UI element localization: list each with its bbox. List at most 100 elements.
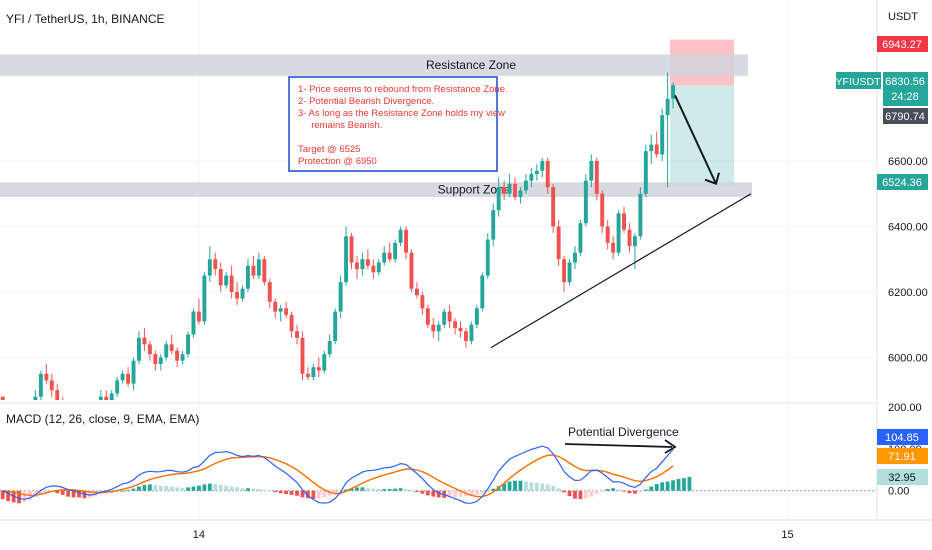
close-price-tag: 6790.74	[883, 108, 928, 124]
candle-body	[518, 190, 523, 197]
histogram-bar	[38, 490, 43, 495]
histogram-bar	[562, 490, 566, 493]
candle-body	[398, 229, 403, 243]
time-tick-label: 15	[781, 529, 793, 541]
histogram-bar	[583, 490, 588, 499]
histogram-bar	[120, 490, 125, 492]
histogram-bar	[627, 490, 632, 494]
histogram-bar	[507, 481, 512, 491]
histogram-bar	[518, 480, 523, 491]
chart-title: YFI / TetherUS, 1h, BINANCE	[6, 12, 165, 26]
candle-body	[442, 311, 447, 325]
histogram-bar	[436, 490, 441, 498]
candle-body	[376, 262, 381, 273]
symbol-price-tag: YFIUSDT 6830.56 24:28	[836, 72, 928, 106]
histogram-bar	[197, 485, 201, 491]
candle-body	[632, 236, 637, 247]
candle-body	[126, 373, 131, 384]
candle-body	[545, 160, 550, 188]
histogram-bar	[44, 490, 49, 493]
histogram-bar	[404, 489, 408, 491]
candle-body	[665, 98, 670, 116]
candle-body	[267, 282, 272, 302]
candle-body	[115, 380, 120, 394]
candle-body	[131, 360, 136, 384]
candle-body	[649, 144, 654, 152]
candle-body	[523, 180, 528, 191]
note-line: 3- As long as the Resistance Zone holds …	[298, 108, 505, 119]
candle-body	[289, 314, 294, 332]
histogram-bar	[360, 487, 365, 491]
candle-body	[333, 311, 338, 342]
histogram-bar	[131, 488, 136, 491]
analysis-note[interactable]: 1- Price seems to rebound from Resistanc…	[288, 76, 508, 172]
histogram-bar	[474, 490, 479, 495]
histogram-bar	[0, 490, 5, 500]
candle-body	[496, 187, 501, 211]
histogram-bar	[262, 489, 267, 491]
histogram-bar	[425, 490, 430, 496]
candle-body	[218, 269, 223, 286]
candle-body	[305, 373, 310, 378]
histogram-bar	[594, 490, 599, 495]
histogram-bar	[207, 483, 212, 491]
symbol-name-tag	[836, 72, 881, 89]
candle-body	[300, 337, 305, 374]
candle-body	[327, 341, 332, 355]
histogram-bar	[256, 489, 261, 491]
histogram-bar	[355, 487, 359, 491]
histogram-bar	[126, 489, 130, 491]
candle-body	[660, 115, 665, 155]
support-price-tag: 6524.36	[877, 174, 928, 190]
candle-body	[240, 288, 245, 299]
svg-text:6830.56: 6830.56	[885, 76, 925, 88]
candle-body	[534, 170, 539, 175]
candle-body	[540, 160, 545, 171]
macd-legend: MACD (12, 26, close, 9, EMA, EMA)	[6, 412, 199, 426]
ascending-trendline[interactable]	[490, 193, 752, 349]
candle-body	[622, 213, 626, 230]
candle-body	[278, 308, 283, 312]
candle-body	[371, 265, 376, 273]
price-axis[interactable]: 6600.00 6400.00 6200.00 6000.00	[888, 156, 928, 364]
candle-body	[338, 282, 343, 312]
histogram-bar	[289, 490, 294, 495]
histogram-bar	[643, 489, 648, 491]
candle-body	[567, 262, 572, 283]
histogram-bar	[415, 490, 419, 492]
histogram-value-tag: 32.95	[877, 469, 928, 485]
candle-body	[196, 311, 201, 322]
histogram-bar	[376, 489, 381, 491]
histogram-bar	[158, 485, 163, 491]
time-axis[interactable]: 1415161718192021	[193, 529, 932, 541]
histogram-bar	[71, 490, 76, 498]
candle-body	[605, 226, 610, 243]
candle-body	[344, 236, 349, 283]
candle-body	[507, 183, 512, 194]
histogram-bar	[622, 490, 626, 492]
price-tick-label: 6600.00	[888, 156, 928, 168]
histogram-bar	[447, 490, 452, 498]
candle-body	[589, 160, 594, 181]
histogram-bar	[638, 490, 643, 492]
histogram-bar	[605, 489, 610, 491]
histogram-bar	[409, 490, 414, 492]
candle-body	[55, 390, 60, 400]
histogram-bar	[6, 490, 11, 502]
candle-body	[164, 344, 169, 358]
histogram-bar	[671, 480, 675, 491]
histogram-bar	[344, 489, 348, 491]
signal-value-tag: 71.91	[877, 448, 928, 464]
candle-body	[529, 174, 534, 181]
histogram-bar	[33, 490, 38, 497]
candle-body	[404, 229, 408, 253]
candle-body	[229, 275, 234, 292]
histogram-bar	[600, 490, 605, 492]
histogram-bar	[534, 482, 539, 491]
histogram-bar	[164, 486, 169, 491]
histogram-bar	[682, 478, 686, 491]
histogram-bar	[654, 484, 659, 491]
candle-body	[120, 373, 125, 381]
candle-body	[98, 396, 103, 400]
